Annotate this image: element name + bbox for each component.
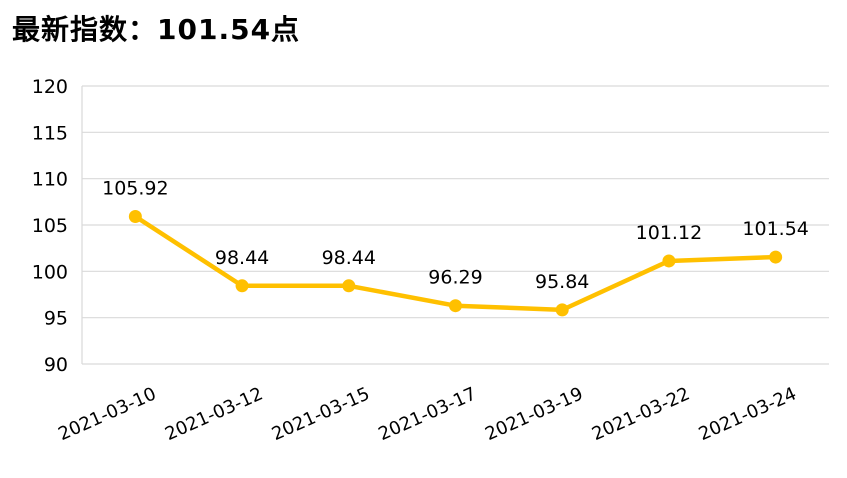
- x-tick-label: 2021-03-10: [55, 383, 159, 445]
- data-label: 101.54: [742, 218, 808, 240]
- y-tick-label: 120: [32, 76, 68, 98]
- data-label: 96.29: [428, 267, 482, 289]
- data-point: [662, 254, 676, 268]
- y-tick-label: 100: [32, 261, 68, 283]
- data-label: 98.44: [215, 247, 269, 269]
- data-label: 98.44: [322, 247, 376, 269]
- data-label: 101.12: [636, 222, 702, 244]
- x-tick-label: 2021-03-15: [269, 383, 373, 445]
- y-tick-label: 115: [32, 122, 68, 144]
- y-tick-label: 95: [44, 308, 68, 330]
- data-point: [449, 299, 462, 313]
- data-point: [769, 250, 783, 264]
- data-point: [235, 279, 249, 293]
- x-tick-label: 2021-03-24: [696, 383, 800, 445]
- data-point: [128, 209, 142, 223]
- x-tick-label: 2021-03-17: [375, 383, 479, 445]
- x-tick-label: 2021-03-19: [482, 383, 586, 445]
- x-tick-label: 2021-03-22: [589, 383, 693, 445]
- y-tick-label: 105: [32, 215, 68, 237]
- chart-title: 最新指数：101.54点: [12, 13, 301, 46]
- y-tick-label: 110: [32, 169, 68, 191]
- x-tick-label: 2021-03-12: [162, 383, 266, 445]
- data-label: 95.84: [535, 271, 589, 293]
- y-tick-label: 90: [44, 354, 68, 376]
- data-point: [555, 303, 569, 317]
- data-point: [342, 279, 356, 293]
- data-label: 105.92: [102, 177, 168, 199]
